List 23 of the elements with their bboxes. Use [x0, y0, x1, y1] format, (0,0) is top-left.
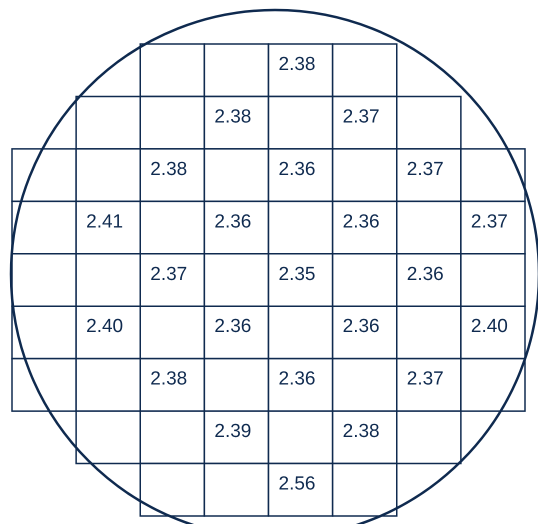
data-label: 2.40 — [86, 316, 124, 338]
data-label: 2.38 — [342, 421, 380, 442]
data-label: 2.37 — [150, 264, 188, 285]
data-label: 2.37 — [470, 211, 508, 232]
data-label: 2.38 — [150, 368, 188, 390]
data-label: 2.36 — [278, 158, 316, 180]
data-label: 2.38 — [214, 106, 252, 128]
data-label: 2.37 — [406, 368, 444, 390]
data-label: 2.40 — [470, 316, 508, 338]
data-label: 2.38 — [278, 54, 316, 75]
data-label: 2.39 — [214, 421, 252, 442]
data-label: 2.36 — [342, 211, 380, 232]
data-label: 2.35 — [278, 264, 316, 285]
data-label: 2.56 — [278, 474, 316, 495]
data-label: 2.36 — [214, 211, 252, 232]
data-label: 2.37 — [342, 106, 380, 128]
data-label: 2.36 — [278, 368, 316, 390]
data-label: 2.36 — [342, 316, 380, 338]
data-label: 2.36 — [406, 264, 444, 285]
data-label: 2.38 — [150, 158, 188, 180]
data-label: 2.37 — [406, 158, 444, 180]
data-label: 2.36 — [214, 316, 252, 338]
data-label: 2.41 — [86, 211, 124, 232]
